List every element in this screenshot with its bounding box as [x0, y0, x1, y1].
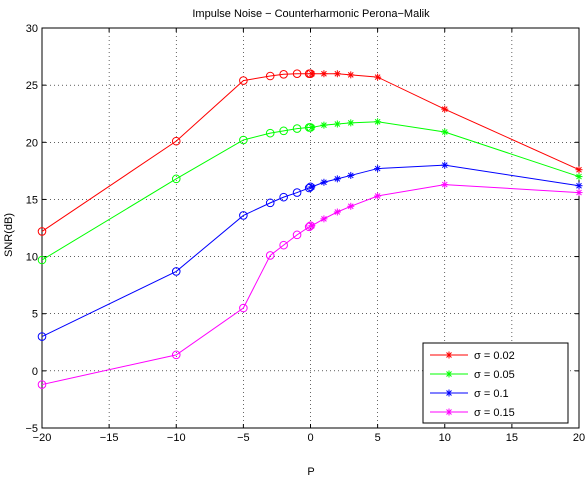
data-point: [333, 120, 341, 128]
data-point: [347, 202, 355, 210]
data-point: [171, 136, 181, 146]
legend-marker: [445, 351, 453, 359]
y-tick-label: −5: [25, 423, 38, 435]
data-point: [441, 128, 449, 136]
x-axis-label: P: [307, 466, 314, 478]
x-tick-label: −20: [33, 432, 52, 444]
data-point: [374, 192, 382, 200]
data-point: [239, 303, 248, 313]
x-tick-label: 0: [307, 432, 313, 444]
data-point: [279, 192, 288, 202]
data-point: [171, 350, 181, 360]
y-tick-label: 30: [26, 23, 38, 35]
data-point: [265, 128, 275, 138]
data-point: [279, 240, 288, 250]
data-point: [374, 118, 382, 126]
series-1: [37, 69, 583, 236]
y-tick-label: 5: [32, 309, 38, 321]
x-tick-label: 10: [439, 432, 451, 444]
legend-item: σ = 0.15: [430, 407, 515, 419]
data-point: [279, 69, 288, 79]
data-point: [441, 161, 449, 169]
data-point: [308, 123, 316, 131]
data-point: [374, 73, 382, 81]
data-point: [37, 227, 47, 236]
data-point: [320, 215, 328, 223]
legend-marker: [445, 389, 453, 397]
data-point: [308, 70, 316, 78]
data-point: [374, 165, 382, 173]
data-point: [265, 198, 275, 208]
legend-marker: [445, 370, 453, 378]
series-4: [37, 181, 583, 389]
data-point: [37, 255, 47, 265]
y-tick-label: 0: [32, 366, 38, 378]
legend-item: σ = 0.05: [430, 369, 515, 381]
data-point: [292, 188, 302, 197]
data-point: [308, 183, 316, 191]
series-2: [37, 118, 583, 265]
data-point: [292, 230, 302, 240]
data-point: [320, 178, 328, 186]
legend-label: σ = 0.1: [474, 388, 509, 400]
series-3: [37, 161, 583, 341]
data-point: [37, 380, 47, 389]
legend-label: σ = 0.02: [474, 350, 515, 362]
data-point: [239, 211, 248, 220]
data-point: [292, 124, 302, 133]
x-tick-label: 5: [375, 432, 381, 444]
data-point: [171, 267, 181, 276]
data-point: [347, 171, 355, 179]
data-point: [575, 166, 583, 174]
x-tick-label: −5: [237, 432, 250, 444]
data-point: [347, 71, 355, 79]
data-point: [239, 76, 248, 85]
data-point: [575, 189, 583, 197]
data-point: [575, 182, 583, 190]
chart-title: Impulse Noise − Counterharmonic Perona−M…: [192, 8, 430, 20]
x-tick-label: 15: [506, 432, 518, 444]
data-point: [37, 332, 47, 341]
axis-ticks: −20 −15 −10 −5 0 5 10 15 20 −5 0 5 10 15 20 25 30: [25, 23, 585, 444]
data-point: [441, 105, 449, 113]
data-point: [239, 135, 248, 145]
legend-item: σ = 0.1: [430, 388, 509, 400]
data-point: [279, 126, 288, 136]
x-tick-label: −10: [167, 432, 186, 444]
data-point: [347, 119, 355, 127]
x-tick-label: 20: [573, 432, 585, 444]
legend-marker: [445, 408, 453, 416]
y-tick-label: 20: [26, 137, 38, 149]
data-point: [171, 174, 181, 184]
x-tick-label: −15: [100, 432, 119, 444]
legend: σ = 0.02 σ = 0.05 σ = 0.1 σ = 0.15: [422, 342, 569, 424]
y-tick-label: 15: [26, 194, 38, 206]
y-axis-label: SNR(dB): [3, 213, 15, 257]
data-point: [320, 121, 328, 129]
data-point: [320, 70, 328, 78]
y-tick-label: 10: [26, 252, 38, 264]
data-point: [333, 175, 341, 183]
data-point: [441, 181, 449, 189]
data-point: [308, 222, 316, 230]
grid: [42, 28, 579, 428]
series-layer: [37, 69, 583, 389]
data-point: [333, 70, 341, 78]
data-point: [292, 69, 302, 79]
data-point: [575, 173, 583, 181]
legend-label: σ = 0.15: [474, 407, 515, 419]
legend-label: σ = 0.05: [474, 369, 515, 381]
data-point: [265, 71, 275, 81]
data-point: [333, 208, 341, 216]
y-tick-label: 25: [26, 80, 38, 92]
data-point: [265, 251, 275, 260]
legend-item: σ = 0.02: [430, 350, 515, 362]
